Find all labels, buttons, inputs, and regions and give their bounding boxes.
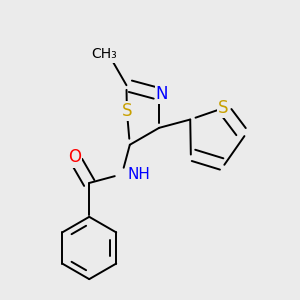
Text: O: O — [68, 148, 81, 166]
Text: NH: NH — [128, 167, 151, 182]
Text: S: S — [122, 102, 132, 120]
Text: S: S — [218, 99, 229, 117]
Text: N: N — [156, 85, 168, 103]
Text: CH₃: CH₃ — [92, 47, 117, 61]
